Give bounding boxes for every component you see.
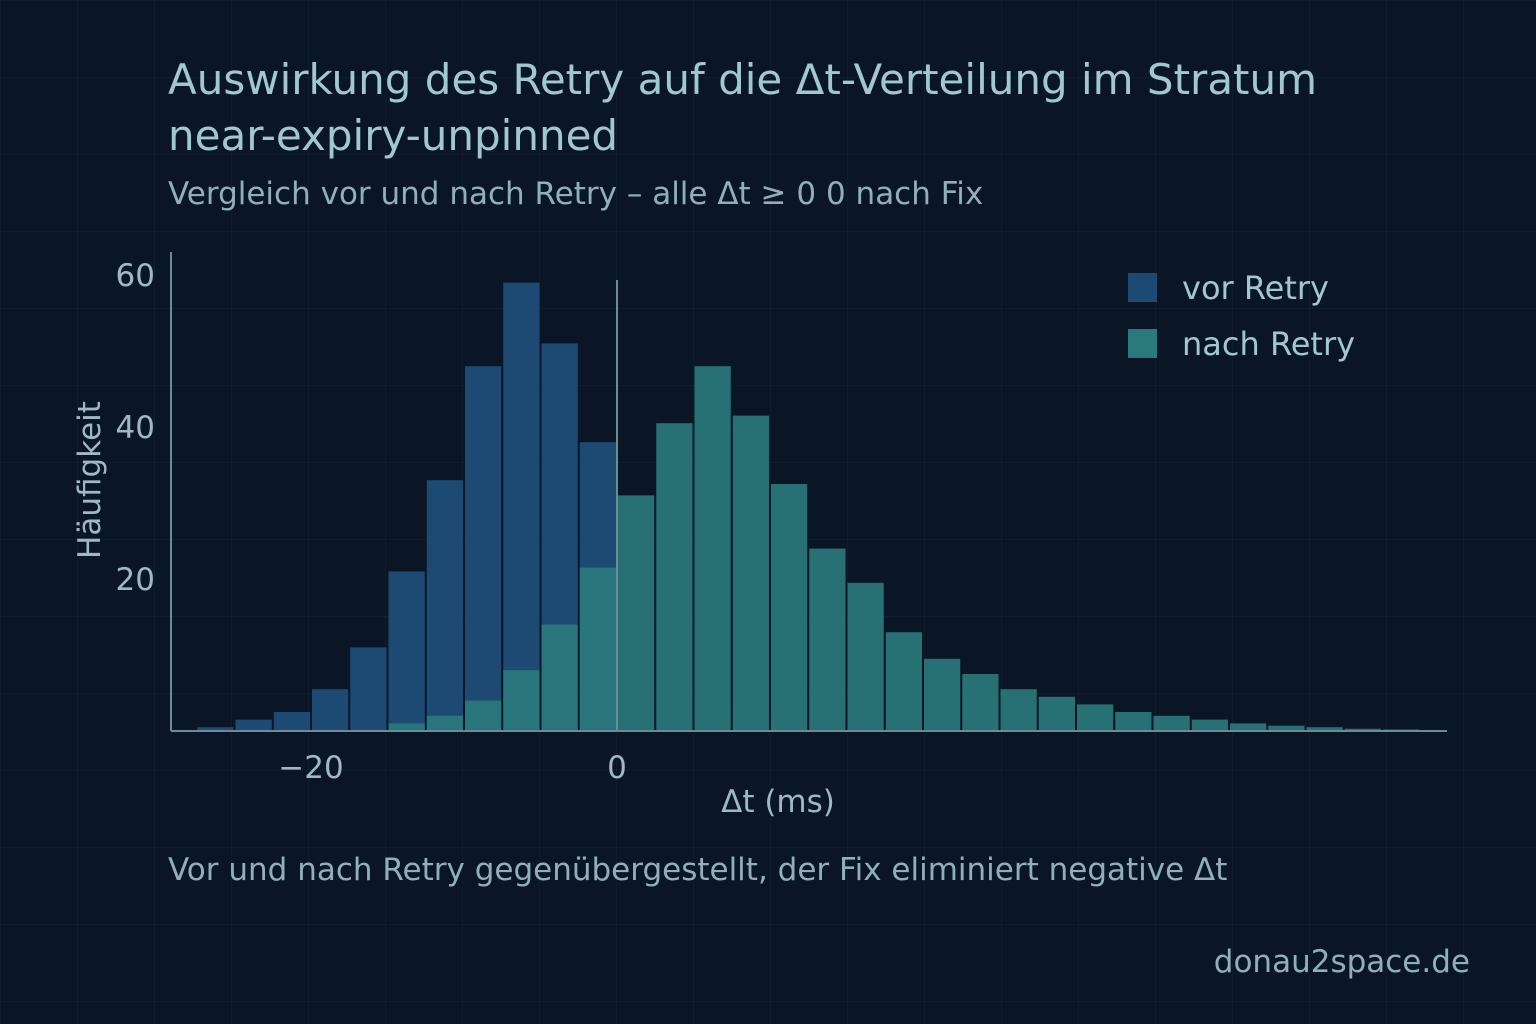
bar-after-16 xyxy=(1000,689,1037,731)
bar-after-25 xyxy=(1344,728,1381,731)
legend-swatch-before xyxy=(1128,273,1157,302)
bar-before-0 xyxy=(197,727,234,731)
bar-after-14 xyxy=(924,658,961,731)
bar-after-7 xyxy=(656,423,693,731)
legend-label-before: vor Retry xyxy=(1182,269,1329,307)
bar-after-19 xyxy=(1115,712,1152,731)
bar-after-6 xyxy=(618,495,655,731)
bar-before-3 xyxy=(312,689,349,731)
bar-after-15 xyxy=(962,674,999,731)
bar-after-20 xyxy=(1153,715,1190,731)
bar-after-21 xyxy=(1191,719,1228,731)
bar-after-13 xyxy=(885,632,922,731)
y-axis-label: Häufigkeit xyxy=(72,401,108,559)
bar-after-5 xyxy=(579,567,616,731)
bar-after-17 xyxy=(1038,696,1075,731)
bar-after-11 xyxy=(809,548,846,731)
chart-subtitle: Vergleich vor und nach Retry – alle Δt ≥… xyxy=(168,176,984,212)
bar-before-7 xyxy=(465,366,502,731)
bar-after-23 xyxy=(1268,725,1305,731)
site-brand: donau2space.de xyxy=(1213,944,1470,980)
bar-before-4 xyxy=(350,647,387,731)
bar-after-9 xyxy=(732,415,769,731)
bar-before-6 xyxy=(426,480,463,731)
y-tick-label-2: 60 xyxy=(116,258,155,294)
bar-after-12 xyxy=(847,582,884,731)
bar-after-10 xyxy=(771,484,808,731)
legend: vor Retry nach Retry xyxy=(1128,269,1355,363)
bar-before-1 xyxy=(235,719,272,731)
bar-after-2 xyxy=(465,700,502,731)
x-axis-label: Δt (ms) xyxy=(721,784,835,820)
y-tick-label-0: 20 xyxy=(116,562,155,598)
bar-after-22 xyxy=(1230,723,1267,731)
bar-after-18 xyxy=(1077,704,1114,731)
legend-swatch-after xyxy=(1128,329,1157,358)
chart-caption: Vor und nach Retry gegenübergestellt, de… xyxy=(168,852,1228,888)
chart-title: Auswirkung des Retry auf die Δt-Verteilu… xyxy=(168,55,1318,160)
bar-after-0 xyxy=(388,723,425,731)
bar-before-2 xyxy=(273,712,310,731)
bar-after-3 xyxy=(503,670,540,731)
y-tick-labels: 20 40 60 xyxy=(116,258,155,598)
x-tick-label-1: 0 xyxy=(607,750,627,786)
bar-after-24 xyxy=(1306,727,1343,731)
x-tick-label-0: −20 xyxy=(278,750,343,786)
bar-after-1 xyxy=(426,715,463,731)
bar-before-8 xyxy=(503,282,540,731)
bar-after-4 xyxy=(541,624,578,731)
x-tick-labels: −20 0 xyxy=(278,750,627,786)
series-after-bars xyxy=(388,366,1420,731)
bar-before-5 xyxy=(388,571,425,731)
y-tick-label-1: 40 xyxy=(116,410,155,446)
bar-after-8 xyxy=(694,366,731,731)
legend-label-after: nach Retry xyxy=(1182,325,1355,363)
